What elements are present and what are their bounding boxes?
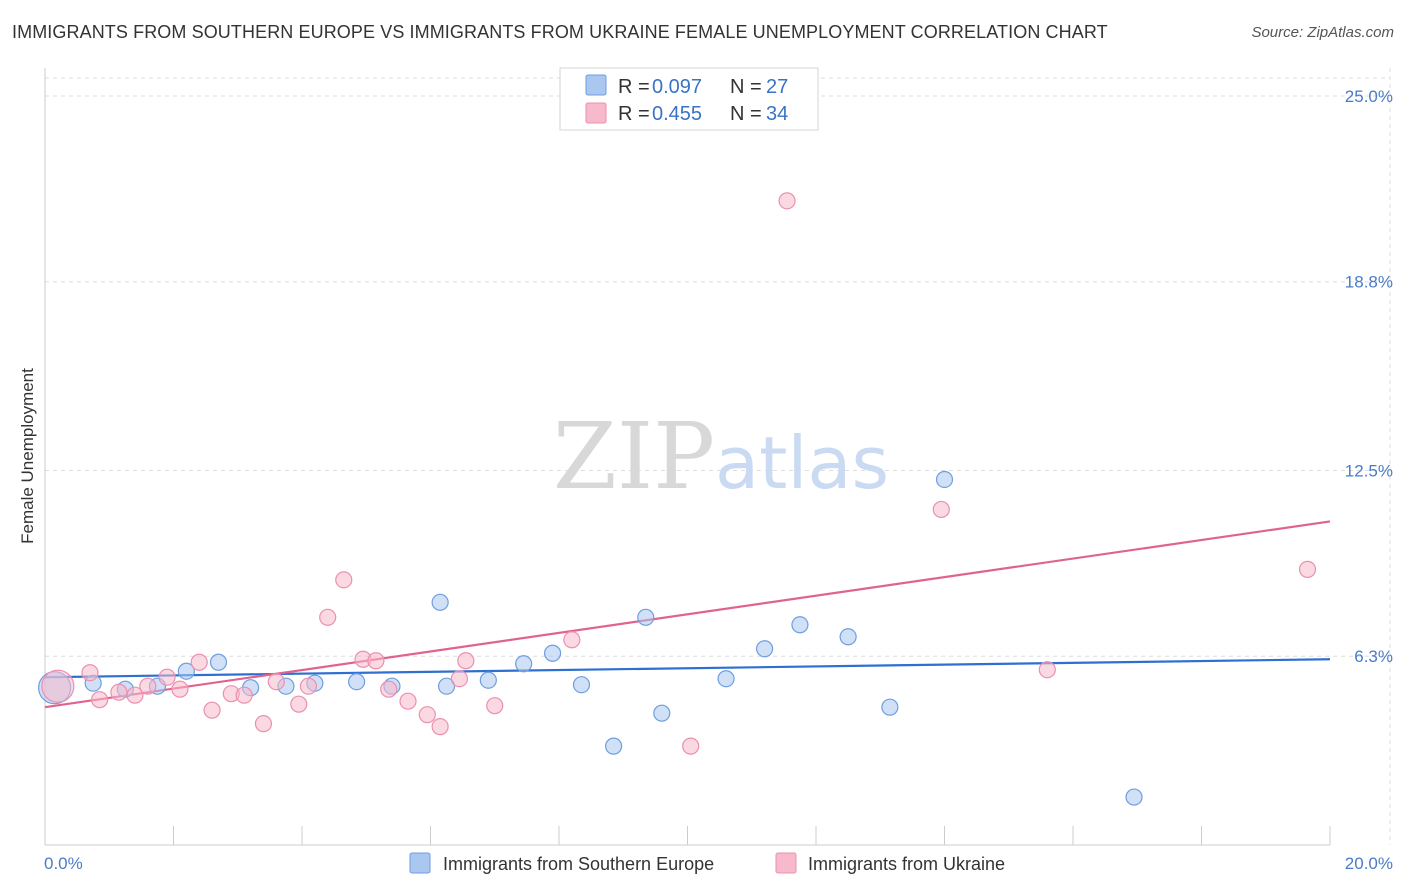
bottom-legend-label-blue: Immigrants from Southern Europe [443, 854, 714, 874]
point-blue-25 [935, 470, 954, 489]
y-tick-label-1: 12.5% [1345, 461, 1393, 480]
trend-line-blue [44, 658, 1331, 679]
point-blue-15 [543, 644, 562, 662]
legend-n-value-pink: 34 [766, 103, 788, 125]
source-label: Source: ZipAtlas.com [1251, 24, 1394, 41]
point-pink-11 [235, 686, 253, 704]
bottom-legend: Immigrants from Southern Europe Immigran… [409, 852, 1005, 874]
point-blue-16 [572, 676, 591, 694]
point-blue-17 [605, 737, 623, 755]
x-tick-label-0: 0.0% [44, 854, 83, 873]
watermark-zip: ZIP [553, 403, 715, 510]
point-pink-9 [203, 701, 221, 719]
point-pink-17 [335, 571, 353, 589]
legend-r-value-blue: 0.097 [652, 76, 702, 98]
trend-lines [44, 520, 1331, 709]
point-pink-29 [778, 192, 796, 210]
trend-line-pink [44, 520, 1331, 709]
point-blue-24 [881, 698, 899, 716]
bottom-legend-label-pink: Immigrants from Ukraine [808, 854, 1005, 874]
point-pink-21 [399, 692, 417, 710]
legend-swatch-blue [585, 74, 607, 96]
point-blue-21 [755, 640, 774, 658]
point-pink-26 [486, 697, 504, 715]
point-blue-14 [515, 655, 533, 673]
point-pink-15 [299, 677, 318, 695]
point-pink-28 [682, 737, 700, 755]
point-pink-32 [1298, 560, 1317, 578]
point-pink-5 [139, 677, 157, 695]
legend-swatch-pink [585, 102, 607, 124]
x-tick-label-1: 20.0% [1345, 854, 1393, 873]
legend-n-label-blue: N = [730, 76, 762, 98]
point-pink-8 [190, 653, 208, 671]
watermark-atlas: atlas [715, 421, 889, 505]
point-pink-16 [319, 608, 337, 626]
point-pink-0 [41, 669, 75, 703]
point-pink-14 [290, 695, 308, 713]
point-blue-13 [479, 671, 497, 689]
legend-r-label-blue: R = [618, 76, 650, 98]
point-pink-4 [126, 686, 144, 704]
point-pink-7 [171, 680, 189, 698]
data-points [38, 192, 1317, 806]
point-pink-31 [1038, 661, 1056, 679]
point-blue-20 [717, 670, 735, 688]
point-pink-22 [418, 706, 436, 724]
point-pink-19 [367, 652, 385, 670]
point-pink-6 [158, 668, 176, 686]
bottom-legend-swatch-pink [775, 852, 797, 874]
point-pink-23 [431, 718, 449, 736]
point-pink-27 [563, 631, 581, 649]
point-blue-19 [653, 704, 671, 722]
legend-r-label-pink: R = [618, 103, 650, 125]
chart-title: IMMIGRANTS FROM SOUTHERN EUROPE VS IMMIG… [12, 22, 1108, 42]
point-pink-3 [110, 683, 128, 701]
point-pink-2 [91, 691, 109, 709]
bottom-legend-swatch-blue [409, 852, 431, 874]
legend-n-label-pink: N = [730, 103, 762, 125]
point-blue-26 [1125, 788, 1143, 806]
point-pink-25 [457, 652, 475, 670]
point-blue-23 [839, 628, 857, 646]
point-pink-1 [81, 664, 99, 682]
point-blue-11 [431, 593, 449, 611]
gridlines [45, 68, 1391, 845]
point-pink-24 [450, 670, 469, 688]
tick-labels: 6.3% 12.5% 18.8% 25.0% 0.0% 20.0% [44, 87, 1393, 873]
y-tick-label-0: 6.3% [1354, 647, 1393, 666]
point-blue-4 [177, 662, 195, 680]
point-blue-22 [791, 616, 809, 634]
legend-r-value-pink: 0.455 [652, 103, 702, 125]
point-pink-30 [932, 500, 950, 519]
point-pink-20 [380, 680, 398, 698]
axes [44, 68, 1331, 846]
point-blue-12 [437, 677, 456, 695]
point-blue-18 [637, 608, 655, 626]
point-blue-5 [209, 653, 228, 671]
watermark: ZIP atlas [553, 403, 889, 510]
y-tick-label-2: 18.8% [1345, 273, 1393, 292]
point-pink-12 [254, 715, 273, 733]
point-pink-13 [267, 673, 285, 691]
legend: R = 0.097 N = 27 R = 0.455 N = 34 [559, 67, 819, 131]
point-blue-9 [348, 673, 366, 691]
y-tick-label-3: 25.0% [1345, 87, 1393, 106]
legend-n-value-blue: 27 [766, 76, 788, 98]
